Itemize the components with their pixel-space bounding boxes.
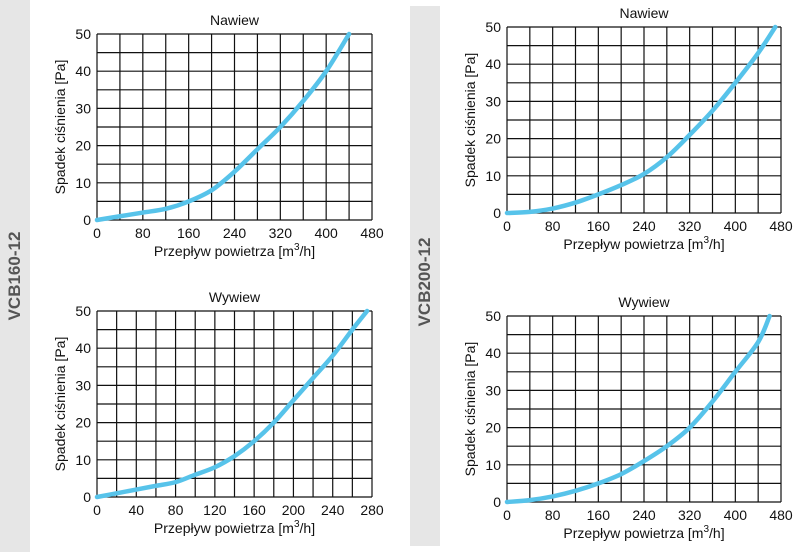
y-tick-label: 30: [485, 93, 501, 109]
y-tick-label: 50: [485, 19, 501, 35]
y-tick-label: 50: [485, 308, 501, 324]
y-tick-label: 0: [83, 212, 91, 228]
chart-title: Nawiew: [210, 12, 260, 28]
y-tick-label: 40: [485, 345, 501, 361]
y-tick-label: 10: [75, 452, 91, 468]
x-tick-label: 400: [314, 225, 338, 241]
y-tick-label: 0: [493, 494, 501, 510]
series-line: [94, 308, 370, 500]
x-tick-label: 80: [168, 502, 184, 518]
y-axis-label: Spadek ciśnienia [Pa]: [462, 342, 478, 477]
x-tick-label: 160: [242, 502, 266, 518]
x-tick-label: 400: [724, 218, 748, 234]
x-tick-label: 40: [128, 502, 144, 518]
y-tick-label: 10: [485, 457, 501, 473]
x-tick-label: 480: [360, 225, 384, 241]
y-tick-label: 0: [493, 205, 501, 221]
y-axis-label: Spadek ciśnienia [Pa]: [52, 60, 68, 195]
x-tick-label: 0: [503, 218, 511, 234]
x-tick-label: 80: [545, 218, 561, 234]
x-tick-label: 320: [678, 507, 702, 523]
x-tick-label: 80: [135, 225, 151, 241]
x-tick-label: 80: [545, 507, 561, 523]
x-tick-label: 320: [678, 218, 702, 234]
y-tick-label: 50: [75, 26, 91, 42]
chart-title: Nawiew: [619, 5, 669, 21]
y-axis-label: Spadek ciśnienia [Pa]: [52, 337, 68, 472]
y-tick-label: 20: [485, 131, 501, 147]
x-axis-label: Przepływ powietrza [m3/h]: [563, 235, 724, 252]
y-tick-label: 30: [75, 100, 91, 116]
side-band-left: VCB160-12: [0, 0, 30, 552]
y-tick-label: 30: [75, 377, 91, 393]
y-tick-label: 40: [485, 56, 501, 72]
x-tick-label: 160: [587, 507, 611, 523]
x-tick-label: 0: [503, 507, 511, 523]
x-axis-label: Przepływ powietrza [m3/h]: [563, 524, 724, 541]
x-tick-label: 160: [587, 218, 611, 234]
chart-title: Wywiew: [209, 289, 261, 305]
x-tick-label: 280: [360, 502, 384, 518]
y-tick-label: 10: [485, 168, 501, 184]
x-tick-label: 480: [769, 218, 793, 234]
x-tick-label: 240: [223, 225, 247, 241]
y-tick-label: 20: [75, 415, 91, 431]
x-tick-label: 400: [724, 507, 748, 523]
series-line: [504, 24, 778, 216]
x-tick-label: 200: [282, 502, 306, 518]
y-tick-label: 50: [75, 303, 91, 319]
x-tick-label: 120: [203, 502, 227, 518]
x-axis-label: Przepływ powietrza [m3/h]: [154, 242, 315, 259]
x-tick-label: 240: [321, 502, 345, 518]
series-line: [94, 31, 352, 223]
x-tick-label: 0: [93, 502, 101, 518]
x-tick-label: 240: [632, 507, 656, 523]
y-tick-label: 0: [83, 489, 91, 505]
y-tick-label: 30: [485, 382, 501, 398]
y-tick-label: 20: [75, 138, 91, 154]
series-line: [504, 313, 772, 505]
x-tick-label: 0: [93, 225, 101, 241]
x-tick-label: 240: [632, 218, 656, 234]
y-tick-label: 10: [75, 175, 91, 191]
x-axis-label: Przepływ powietrza [m3/h]: [154, 519, 315, 536]
x-tick-label: 480: [769, 507, 793, 523]
x-tick-label: 160: [177, 225, 201, 241]
side-band-right: VCB200-12: [410, 6, 440, 546]
chart-title: Wywiew: [618, 294, 670, 310]
y-axis-label: Spadek ciśnienia [Pa]: [462, 53, 478, 188]
y-tick-label: 20: [485, 420, 501, 436]
x-tick-label: 320: [269, 225, 293, 241]
y-tick-label: 40: [75, 63, 91, 79]
y-tick-label: 40: [75, 340, 91, 356]
